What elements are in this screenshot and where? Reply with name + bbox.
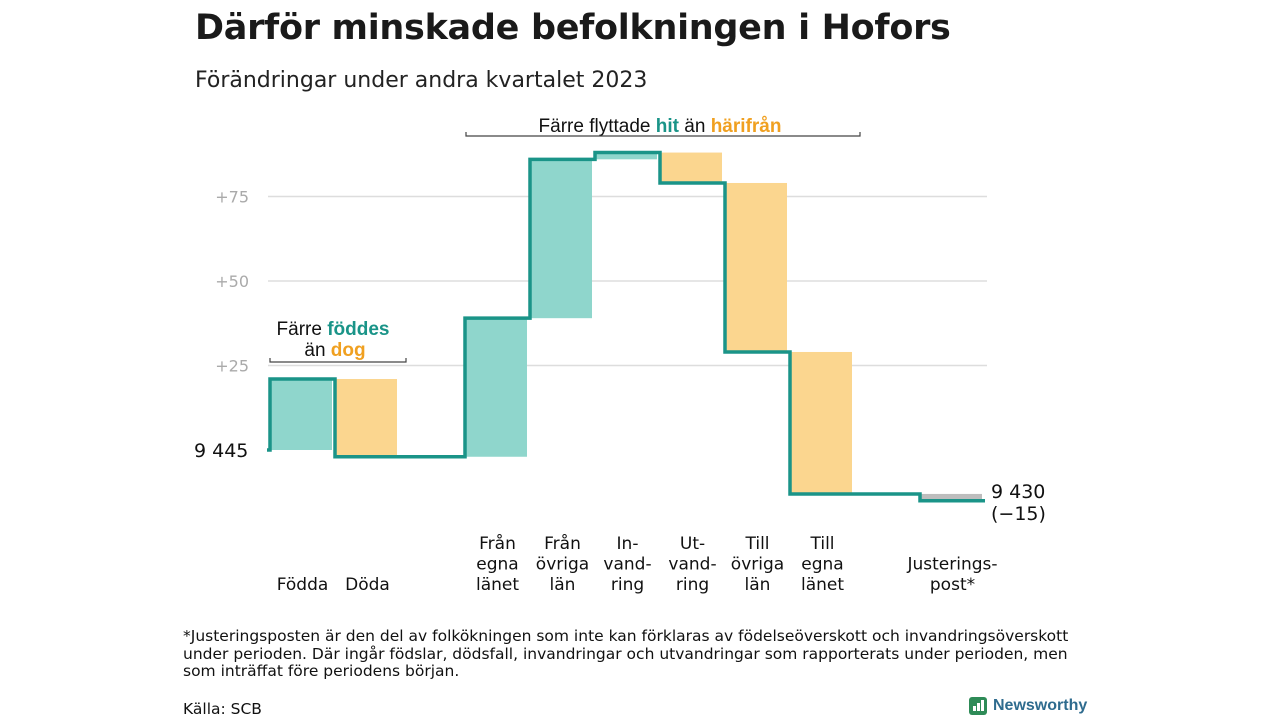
annotation-births-line2: än dog [304, 340, 365, 361]
brand-name: Newsworthy [993, 697, 1088, 714]
waterfall-chart: +25 +50 +75 Födda Döda Från egna länet Från övrig… [194, 116, 1046, 596]
x-category-label: Justerings-post* [906, 555, 997, 596]
footnote: *Justeringsposten är den del av folkökni… [183, 627, 1069, 680]
chart-title: Därför minskade befolkningen i Hofors [195, 8, 951, 48]
start-value-label: 9 445 [194, 440, 248, 462]
bar [465, 318, 527, 457]
end-change-label: (−15) [991, 503, 1046, 525]
cumulative-line [267, 150, 985, 503]
bar [920, 493, 982, 501]
annotation-migration: Färre flyttade hit än härifrån [539, 116, 782, 137]
x-category-label: Till övriga län [731, 534, 784, 595]
y-tick-label: +75 [215, 188, 249, 207]
annotation-migration-bracket [465, 132, 861, 137]
bar [530, 159, 592, 319]
x-category-label: Födda [277, 575, 329, 595]
bar [270, 379, 332, 450]
brand-logo: Newsworthy [969, 697, 1087, 715]
y-tick-label: +25 [215, 357, 249, 376]
chart-subtitle: Förändringar under andra kvartalet 2023 [195, 68, 648, 93]
bar [595, 152, 657, 160]
x-category-label: Från övriga län [536, 533, 589, 595]
annotation-births-line1: Färre föddes [277, 319, 390, 340]
x-category-label: Från egna länet [476, 533, 519, 595]
end-value-label: 9 430 [991, 481, 1045, 503]
bar [725, 182, 787, 352]
x-category-label: Ut-vand-ring [668, 534, 716, 595]
y-tick-label: +50 [215, 272, 249, 291]
brand-icon [969, 697, 987, 715]
bar [660, 152, 722, 183]
bar [790, 351, 852, 494]
x-category-label: In-vand-ring [603, 534, 651, 595]
x-category-label: Döda [345, 575, 390, 595]
bar [335, 379, 397, 457]
annotation-births-bracket [269, 358, 407, 363]
source: Källa: SCB [183, 700, 262, 718]
x-category-label: Till egna länet [801, 534, 844, 595]
